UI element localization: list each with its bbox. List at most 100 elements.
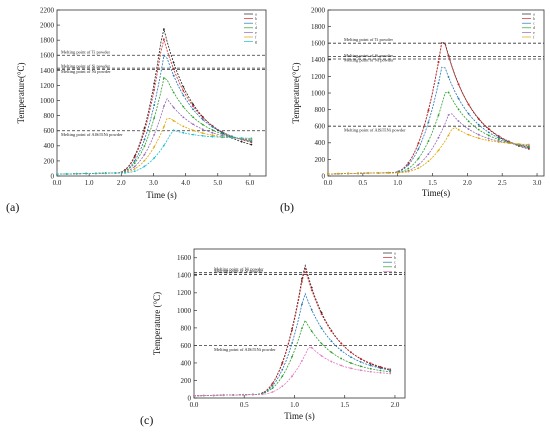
series-line-c — [193, 292, 391, 397]
y-tick-label: 600 — [181, 342, 192, 350]
y-tick-label: 2000 — [40, 21, 55, 29]
data-point — [153, 117, 156, 119]
data-point — [517, 143, 520, 145]
melting-point-label: Melting point of Ni powder — [61, 69, 111, 74]
data-point — [192, 116, 194, 119]
data-point — [457, 128, 460, 131]
data-point — [192, 103, 194, 106]
x-axis-label: Time (s) — [284, 411, 314, 421]
x-tick-label: 1.0 — [393, 179, 402, 187]
data-point — [250, 143, 253, 146]
data-point — [427, 160, 430, 163]
panel-label: (a) — [6, 200, 19, 214]
data-point — [182, 116, 185, 119]
data-point — [320, 354, 323, 357]
data-point — [427, 153, 430, 155]
data-point — [427, 140, 430, 143]
data-point — [143, 153, 146, 156]
data-point — [271, 387, 274, 390]
legend-label: b — [394, 255, 396, 260]
data-point — [172, 91, 175, 94]
data-point — [379, 367, 382, 370]
data-point — [397, 171, 400, 174]
series-d — [56, 77, 253, 176]
x-tick-label: 2.5 — [498, 179, 507, 187]
y-axis-label: Temperature (°C) — [152, 292, 162, 355]
data-point — [143, 159, 146, 162]
y-tick-label: 1400 — [177, 272, 192, 280]
data-point — [281, 368, 284, 371]
data-point — [153, 157, 156, 159]
data-point — [201, 116, 204, 119]
melting-point-label: Melting point of Si powder — [214, 268, 263, 273]
data-point — [330, 340, 333, 343]
data-point — [467, 120, 470, 123]
y-tick-label: 400 — [315, 139, 326, 147]
data-point — [377, 172, 380, 174]
data-point — [367, 172, 370, 175]
data-point — [457, 83, 460, 86]
data-point — [437, 61, 440, 64]
series-f — [327, 127, 530, 175]
data-point — [497, 141, 500, 143]
data-point — [291, 329, 294, 332]
data-point — [389, 369, 392, 372]
data-point — [172, 129, 175, 132]
data-point — [301, 278, 303, 280]
data-point — [201, 134, 204, 137]
data-point — [310, 346, 313, 349]
data-point — [291, 355, 294, 358]
data-point — [327, 173, 329, 175]
data-point — [437, 82, 440, 85]
x-tick-label: 1.5 — [340, 401, 349, 409]
x-tick-label: 0.0 — [53, 179, 62, 187]
data-point — [369, 370, 372, 373]
data-point — [340, 364, 343, 367]
series-g — [56, 129, 253, 176]
data-point — [221, 133, 224, 135]
data-point — [457, 108, 460, 111]
data-point — [417, 142, 420, 145]
y-tick-label: 600 — [315, 123, 326, 131]
data-point — [114, 172, 117, 174]
series-f — [56, 117, 253, 176]
data-point — [447, 55, 450, 58]
y-tick-label: 800 — [315, 106, 326, 114]
data-point — [182, 85, 185, 88]
y-tick-label: 1200 — [177, 289, 192, 297]
x-tick-label: 4.0 — [181, 179, 190, 187]
data-point — [201, 132, 204, 135]
legend-label: d — [533, 25, 535, 30]
legend-label: f — [255, 34, 257, 39]
y-tick-label: 0 — [188, 394, 192, 402]
data-point — [192, 108, 194, 111]
x-tick-label: 3.0 — [533, 179, 542, 187]
data-point — [320, 327, 323, 330]
data-point — [143, 138, 146, 141]
x-tick-label: 0.0 — [324, 179, 333, 187]
data-point — [359, 369, 362, 372]
data-point — [143, 165, 146, 168]
data-point — [379, 369, 382, 372]
data-point — [182, 94, 185, 97]
data-point — [301, 303, 303, 306]
series-line-f — [328, 127, 529, 175]
data-point — [192, 129, 194, 132]
data-point — [301, 360, 303, 362]
y-tick-label: 800 — [181, 324, 192, 332]
data-point — [310, 330, 313, 333]
data-point — [192, 105, 194, 108]
data-point — [85, 172, 88, 175]
data-point — [487, 134, 490, 137]
y-tick-label: 1600 — [311, 40, 326, 48]
data-point — [242, 393, 244, 396]
legend-label: e — [394, 269, 396, 274]
data-point — [250, 137, 253, 140]
panel-label: (b) — [280, 200, 294, 214]
data-point — [172, 74, 175, 77]
data-point — [340, 342, 343, 345]
data-point — [153, 145, 156, 148]
data-point — [301, 327, 303, 330]
data-point — [337, 172, 339, 175]
